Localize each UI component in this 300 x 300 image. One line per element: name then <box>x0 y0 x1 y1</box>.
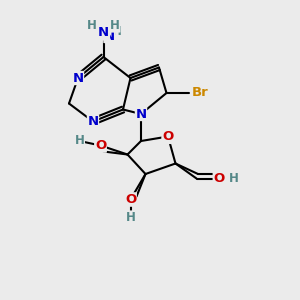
Text: H: H <box>87 19 97 32</box>
Text: H: H <box>75 134 84 148</box>
Text: N: N <box>87 115 99 128</box>
Text: H: H <box>229 172 239 185</box>
Text: O: O <box>95 139 106 152</box>
Text: N: N <box>104 29 115 43</box>
Text: H: H <box>112 25 122 38</box>
Text: O: O <box>213 172 225 185</box>
Text: H: H <box>97 25 107 38</box>
Text: N: N <box>98 26 109 40</box>
Text: O: O <box>125 193 136 206</box>
Text: H: H <box>126 211 135 224</box>
Text: H: H <box>110 19 120 32</box>
Text: Br: Br <box>192 86 209 100</box>
Text: O: O <box>162 130 174 143</box>
Text: N: N <box>72 71 84 85</box>
Text: N: N <box>135 107 147 121</box>
